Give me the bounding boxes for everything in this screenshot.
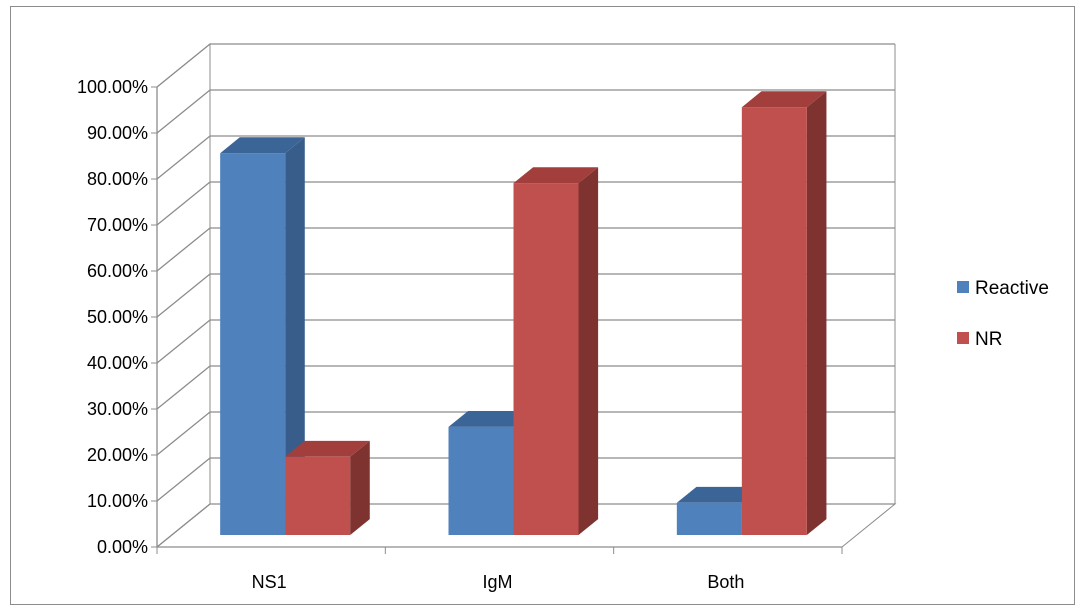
x-tick-label: Both [707, 572, 744, 592]
y-tick-label: 80.00% [87, 169, 148, 189]
bar-top [285, 440, 370, 457]
bar-reactive-igm [448, 426, 514, 535]
legend: Reactive NR [957, 278, 1049, 350]
bar-reactive-ns1 [220, 153, 286, 535]
bar-side [578, 167, 599, 535]
y-tick-label: 40.00% [87, 353, 148, 373]
gridline [156, 503, 895, 548]
legend-swatch [957, 332, 969, 344]
gridline [156, 135, 895, 180]
y-tick-label: 50.00% [87, 307, 148, 327]
gridline [156, 365, 895, 410]
bar-side [350, 440, 370, 535]
gridline [156, 181, 895, 226]
bar-nr-both [741, 107, 807, 535]
y-tick-label: 90.00% [87, 123, 148, 143]
bar-top [220, 137, 305, 154]
y-axis-tick-labels: 0.00% 10.00% 20.00% 30.00% 40.00% 50.00% 60.00… [77, 77, 148, 557]
gridline [156, 273, 895, 318]
gridline [156, 43, 895, 88]
bar-nr-ns1 [285, 456, 351, 535]
y-tick-label: 100.00% [77, 77, 148, 97]
y-tick-label: 0.00% [97, 537, 148, 557]
bar-top [741, 91, 827, 108]
gridline [156, 89, 895, 134]
y-tick-label: 70.00% [87, 215, 148, 235]
gridline [156, 411, 895, 456]
bar-side [806, 91, 827, 535]
y-tick-label: 10.00% [87, 491, 148, 511]
x-axis-tick-labels: NS1 IgM Both [252, 572, 745, 592]
bar-nr-igm [513, 183, 579, 535]
bar-reactive-both [676, 502, 742, 535]
y-tick-label: 30.00% [87, 399, 148, 419]
axes [151, 86, 843, 554]
bars [220, 91, 827, 536]
legend-swatch [957, 281, 969, 293]
legend-label: Reactive [975, 278, 1049, 299]
gridline [156, 319, 895, 364]
gridline [156, 227, 895, 272]
x-tick-label: NS1 [252, 572, 287, 592]
x-tick-label: IgM [482, 572, 512, 592]
y-tick-label: 20.00% [87, 445, 148, 465]
bar-top [676, 486, 762, 503]
y-tick-label: 60.00% [87, 261, 148, 281]
bar-top [513, 167, 599, 184]
gridline [156, 457, 895, 502]
legend-label: NR [975, 329, 1002, 350]
bar-top [448, 410, 534, 427]
bar-side [285, 137, 305, 536]
gridlines [156, 43, 895, 548]
